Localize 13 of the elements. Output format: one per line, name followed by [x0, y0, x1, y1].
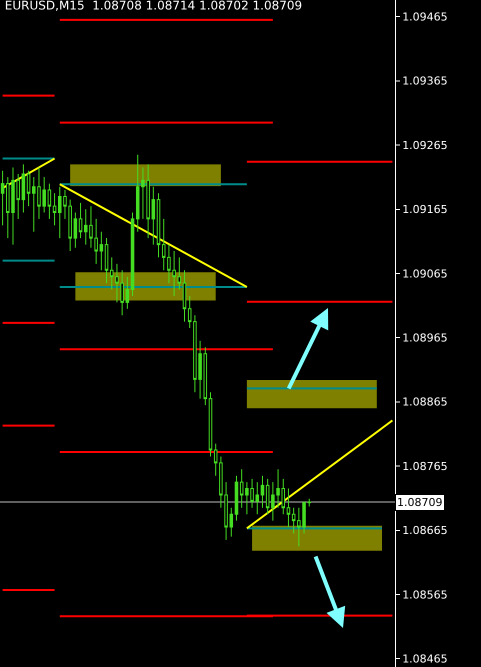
- y-tick-label: 1.09265: [402, 138, 448, 152]
- y-tick-label: 1.09065: [402, 267, 448, 280]
- y-tick-label: 1.08765: [402, 460, 448, 473]
- y-tick-label: 1.08465: [402, 652, 448, 666]
- y-tick-label: 1.09365: [402, 74, 448, 88]
- ref-line-label: 1.08709: [397, 496, 442, 509]
- y-tick-label: 1.09165: [402, 203, 448, 216]
- y-tick-label: 1.08565: [402, 588, 448, 602]
- y-tick-label: 1.08865: [402, 396, 448, 409]
- chart-title: EURUSD,M15 1.08708 1.08714 1.08702 1.08709: [4, 0, 302, 13]
- y-tick-label: 1.08665: [402, 524, 448, 538]
- y-tick-label: 1.09465: [402, 10, 448, 24]
- y-tick-label: 1.08965: [402, 332, 448, 345]
